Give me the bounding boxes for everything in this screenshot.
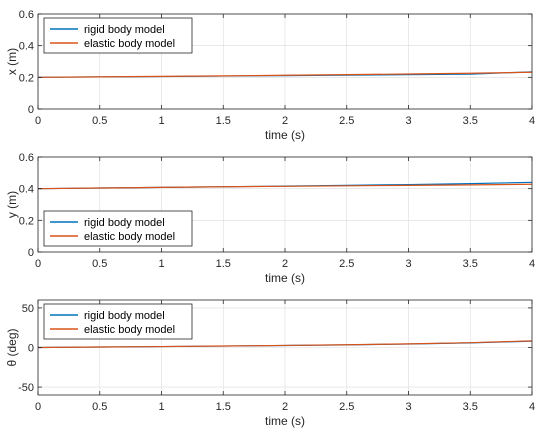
- x-tick-label: 1.5: [216, 258, 231, 270]
- x-tick-label: 3: [405, 258, 411, 270]
- x-tick-label: 1: [158, 115, 164, 127]
- legend-label: rigid body model: [84, 24, 165, 36]
- y-tick-label: 0.2: [19, 215, 34, 227]
- x-tick-label: 3.5: [463, 115, 478, 127]
- x-tick-label: 1.5: [216, 401, 231, 413]
- x-axis-label: time (s): [265, 271, 305, 285]
- x-tick-label: 2: [282, 401, 288, 413]
- subplot-2: 0 0.5 1 1.5 2 2.5 3 3.5 4 0 0.2 0.4 0.6 time (s) y (m)…: [5, 152, 535, 285]
- x-tick-label: 3.5: [463, 258, 478, 270]
- x-tick-label: 0: [35, 258, 41, 270]
- legend: rigid body model elastic body model: [43, 303, 193, 340]
- x-tick-label: 0: [35, 115, 41, 127]
- x-tick-label: 4: [529, 401, 535, 413]
- x-tick-label: 0.5: [92, 401, 107, 413]
- legend-label: elastic body model: [84, 38, 175, 50]
- x-axis-label: time (s): [265, 128, 305, 142]
- y-tick-label: 0.4: [19, 41, 34, 53]
- x-tick-label: 2: [282, 115, 288, 127]
- y-axis-label: θ (deg): [5, 328, 19, 366]
- legend-label: elastic body model: [84, 324, 175, 336]
- y-tick-label: 0.6: [19, 152, 34, 164]
- x-tick-label: 3.5: [463, 401, 478, 413]
- x-tick-label: 1: [158, 401, 164, 413]
- y-tick-label: 0.6: [19, 9, 34, 21]
- legend-box: [43, 210, 193, 247]
- x-tick-label: 1: [158, 258, 164, 270]
- y-axis-label: y (m): [5, 191, 19, 218]
- x-tick-label: 0: [35, 401, 41, 413]
- y-tick-label: 0.4: [19, 184, 34, 196]
- y-tick-label: 0: [28, 343, 34, 355]
- y-tick-label: 0.2: [19, 72, 34, 84]
- y-axis-label: x (m): [5, 48, 19, 75]
- x-tick-label: 0.5: [92, 258, 107, 270]
- x-tick-label: 2: [282, 258, 288, 270]
- legend-box: [43, 303, 193, 340]
- subplot-1: 0 0.5 1 1.5 2 2.5 3 3.5 4 0 0.2 0.4 0.6 time (s) x (m)…: [5, 9, 535, 142]
- series-line-elastic: [37, 71, 533, 78]
- x-tick-label: 0.5: [92, 115, 107, 127]
- x-tick-label: 3: [405, 401, 411, 413]
- legend-box: [43, 17, 193, 54]
- series-line-elastic: [37, 340, 533, 349]
- legend-label: rigid body model: [84, 217, 165, 229]
- x-tick-label: 2.5: [339, 401, 354, 413]
- x-axis-label: time (s): [265, 414, 305, 428]
- y-tick-label: 0: [28, 247, 34, 259]
- x-tick-label: 2.5: [339, 258, 354, 270]
- y-tick-label: 50: [22, 303, 34, 315]
- legend-label: elastic body model: [84, 231, 175, 243]
- x-tick-label: 2.5: [339, 115, 354, 127]
- legend: rigid body model elastic body model: [43, 210, 193, 247]
- x-tick-label: 1.5: [216, 115, 231, 127]
- series-line-elastic: [37, 183, 533, 190]
- x-tick-label: 4: [529, 258, 535, 270]
- x-tick-label: 4: [529, 115, 535, 127]
- legend: rigid body model elastic body model: [43, 17, 193, 54]
- y-tick-label: -50: [18, 382, 34, 394]
- legend-label: rigid body model: [84, 310, 165, 322]
- y-tick-label: 0: [28, 104, 34, 116]
- x-tick-label: 3: [405, 115, 411, 127]
